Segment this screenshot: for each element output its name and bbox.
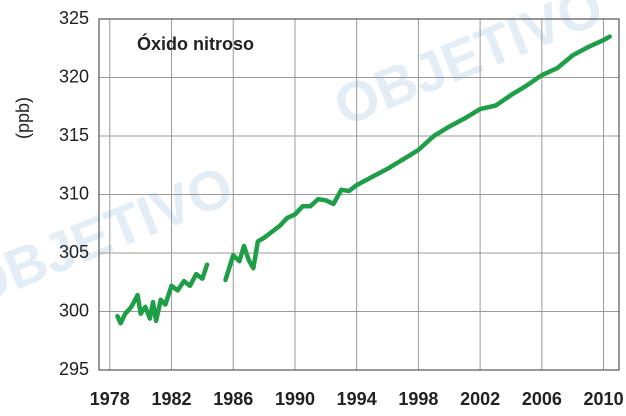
chart-title: Óxido nitroso bbox=[137, 33, 254, 54]
data-line bbox=[115, 34, 612, 326]
x-tick-label: 1982 bbox=[151, 389, 191, 409]
x-tick-label: 2010 bbox=[584, 389, 624, 409]
y-axis-label: (ppb) bbox=[13, 97, 33, 139]
x-tick-label: 1986 bbox=[213, 389, 253, 409]
y-tick-label: 300 bbox=[59, 300, 89, 320]
y-tick-label: 305 bbox=[59, 242, 89, 262]
x-tick-label: 1994 bbox=[337, 389, 377, 409]
x-tick-label: 1978 bbox=[90, 389, 130, 409]
x-tick-label: 2002 bbox=[460, 389, 500, 409]
x-tick-label: 2006 bbox=[522, 389, 562, 409]
x-tick-label: 1998 bbox=[398, 389, 438, 409]
y-tick-label: 325 bbox=[59, 8, 89, 28]
plot-frame bbox=[98, 18, 620, 371]
y-tick-label: 320 bbox=[59, 66, 89, 86]
y-tick-label: 310 bbox=[59, 183, 89, 203]
watermark: OBJETIVO bbox=[0, 153, 241, 317]
y-tick-label: 315 bbox=[59, 125, 89, 145]
x-tick-label: 1990 bbox=[275, 389, 315, 409]
y-tick-label: 295 bbox=[59, 359, 89, 379]
